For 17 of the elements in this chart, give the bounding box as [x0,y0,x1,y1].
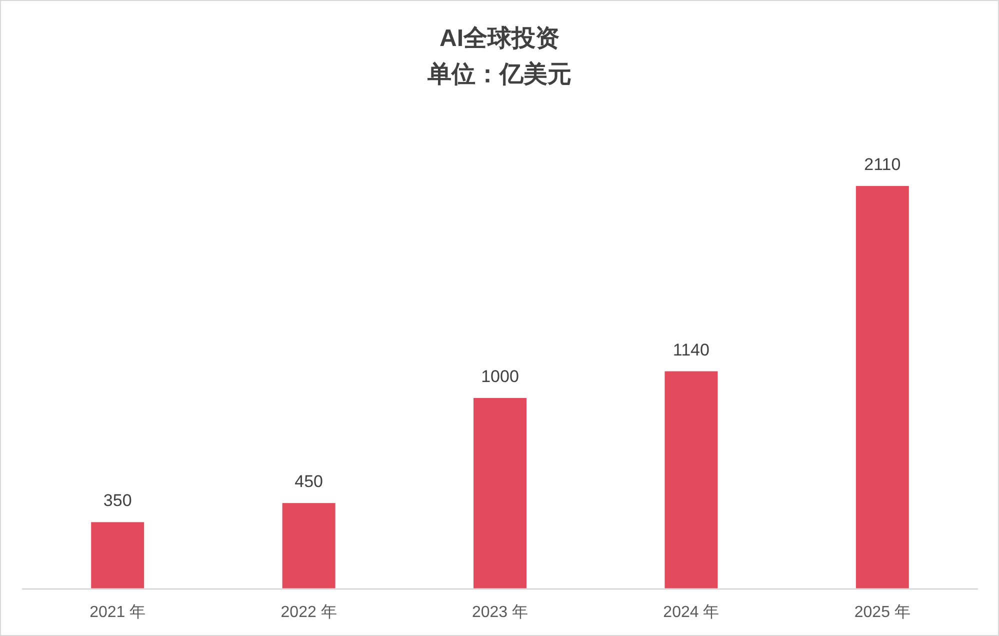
bar [664,371,718,589]
bar [474,398,526,589]
x-tick-label: 2022 年 [280,604,337,621]
x-tick-label: 2023 年 [472,604,528,621]
bar [282,503,336,589]
x-tick-label: 2021 年 [90,604,146,621]
data-label: 350 [103,491,132,510]
chart-title: AI全球投资 [440,25,560,52]
data-label: 450 [294,472,323,492]
data-label: 1140 [672,340,710,360]
data-label: 2110 [864,155,901,174]
x-tick-label: 2025 年 [854,604,910,621]
x-tick-label: 2024 年 [663,604,720,621]
data-label: 1000 [481,367,519,386]
bar [91,522,144,589]
bar [856,186,909,589]
chart-subtitle: 单位：亿美元 [426,60,572,88]
